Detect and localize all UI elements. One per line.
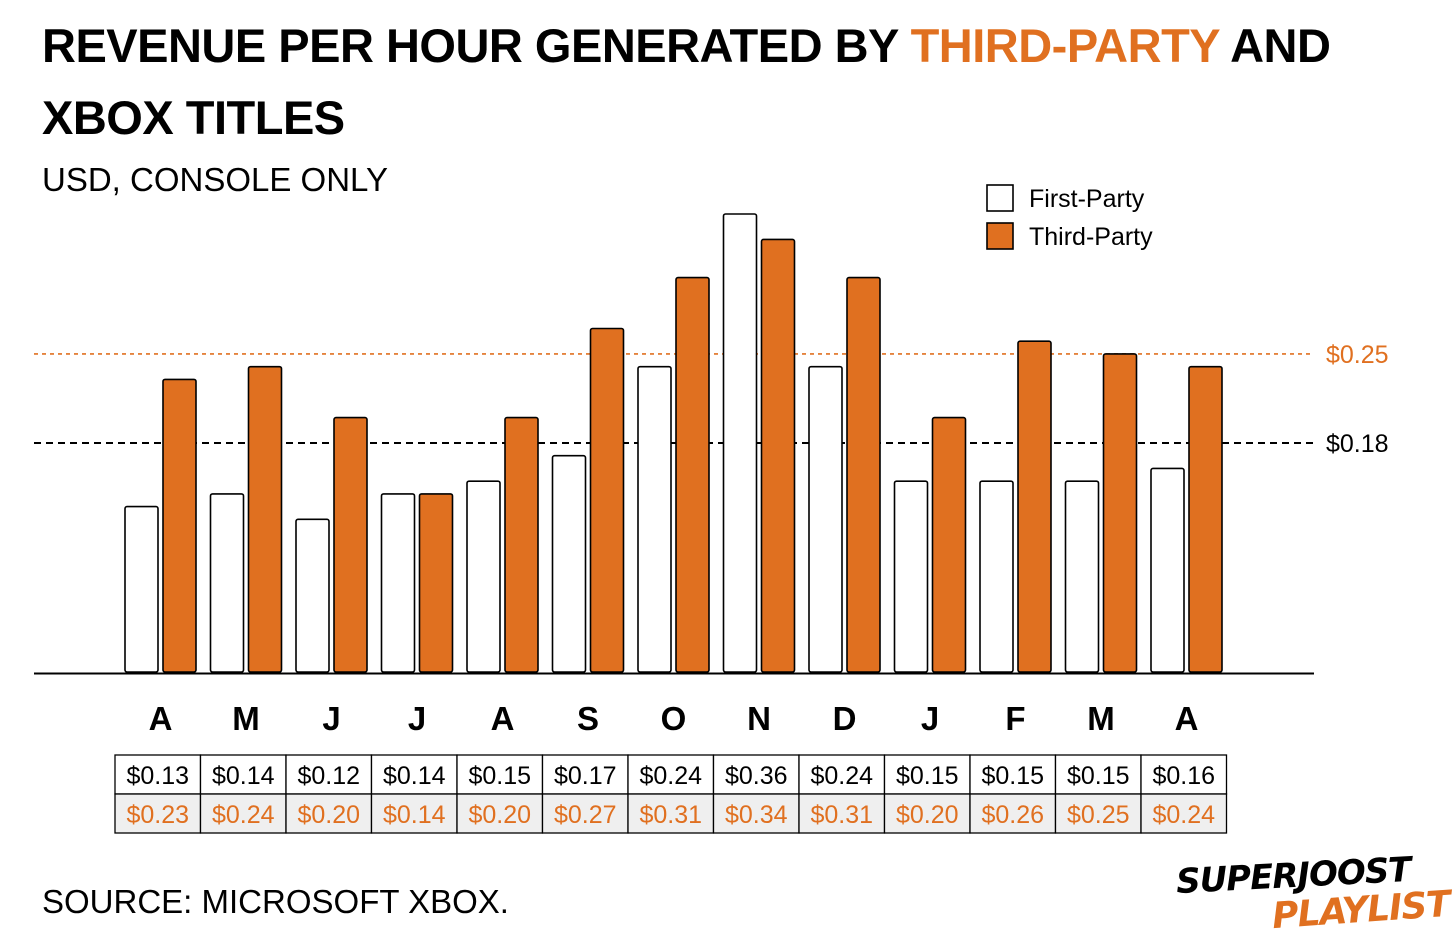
bar-first-party (295, 518, 330, 673)
bar-third-party (333, 416, 368, 673)
table-cell (370, 793, 458, 834)
table-cell (712, 793, 800, 834)
x-tick-label: O (661, 700, 687, 737)
x-tick-label: J (322, 700, 340, 737)
title-highlight: THIRD-PARTY (910, 19, 1220, 72)
table-cell (627, 754, 715, 795)
third-party-value-label: $0.31 (810, 801, 873, 829)
bar-third-party (931, 416, 967, 673)
bar-first-party (637, 365, 672, 673)
bar-first-party (722, 213, 758, 673)
table-cell (114, 754, 202, 795)
bar-third-party (1017, 340, 1052, 673)
bar-first-party (380, 493, 416, 673)
table-cell (285, 793, 373, 834)
table-cell (969, 754, 1057, 795)
table-cell (883, 793, 971, 834)
third-party-value-label: $0.26 (981, 801, 1044, 829)
x-tick-label: N (747, 700, 771, 737)
legend-label: First-Party (1029, 185, 1145, 213)
bar-first-party (1064, 480, 1100, 673)
x-tick-label: D (833, 700, 857, 737)
bar-first-party (551, 454, 587, 673)
third-party-value-label: $0.20 (468, 801, 531, 829)
first-party-value-label: $0.17 (554, 762, 617, 790)
source-note: SOURCE: MICROSOFT XBOX. (42, 883, 509, 920)
third-party-value-label: $0.24 (1152, 801, 1215, 829)
bar-first-party (466, 480, 501, 673)
bar-first-party (893, 480, 929, 673)
bar-third-party (247, 365, 283, 673)
table-cell (712, 754, 800, 795)
first-party-value-label: $0.15 (1067, 762, 1130, 790)
x-tick-label: S (577, 700, 599, 737)
bar-first-party (209, 493, 245, 673)
bar-first-party (1150, 467, 1185, 673)
bar-third-party (589, 327, 625, 673)
third-party-value-label: $0.23 (126, 801, 189, 829)
table-cell (1140, 754, 1228, 795)
first-party-value-label: $0.24 (810, 762, 873, 790)
title-part-2: AND XBOX TITLES (42, 19, 1331, 144)
first-party-value-label: $0.14 (383, 762, 446, 790)
bar-third-party (675, 276, 710, 673)
legend-swatch (986, 222, 1014, 250)
first-party-value-label: $0.15 (468, 762, 531, 790)
x-tick-label: J (921, 700, 939, 737)
table-cell (199, 793, 287, 834)
first-party-value-label: $0.24 (639, 762, 702, 790)
legend-label: Third-Party (1029, 223, 1153, 251)
third-party-value-label: $0.34 (725, 801, 788, 829)
legend-swatch (986, 184, 1014, 212)
superjoost-playlist-logo: SUPERJOOST PLAYLIST (1175, 850, 1451, 942)
table-cell (285, 754, 373, 795)
x-tick-label: A (1175, 700, 1199, 737)
bar-first-party (979, 480, 1014, 673)
third-party-value-label: $0.20 (896, 801, 959, 829)
third-party-value-label: $0.20 (297, 801, 360, 829)
bar-third-party (504, 416, 539, 673)
title-part-1: REVENUE PER HOUR GENERATED BY (42, 19, 911, 72)
x-tick-label: M (1087, 700, 1115, 737)
chart-title: REVENUE PER HOUR GENERATED BY THIRD-PART… (42, 10, 1442, 154)
first-party-value-label: $0.12 (297, 762, 360, 790)
first-party-value-label: $0.36 (725, 762, 788, 790)
table-cell (1140, 793, 1228, 834)
table-cell (541, 754, 629, 795)
bar-third-party (760, 238, 796, 673)
first-party-value-label: $0.15 (981, 762, 1044, 790)
bar-third-party (1188, 365, 1223, 673)
third-party-value-label: $0.25 (1067, 801, 1130, 829)
first-party-value-label: $0.13 (126, 762, 189, 790)
third-party-value-label: $0.27 (554, 801, 617, 829)
reference-line-label: $0.18 (1326, 430, 1389, 458)
bar-third-party (846, 276, 881, 673)
x-tick-label: A (149, 700, 173, 737)
x-tick-label: M (232, 700, 260, 737)
bar-third-party (1102, 353, 1138, 673)
third-party-value-label: $0.14 (383, 801, 446, 829)
first-party-value-label: $0.15 (896, 762, 959, 790)
first-party-value-label: $0.16 (1152, 762, 1215, 790)
reference-line-label: $0.25 (1326, 341, 1389, 369)
bar-third-party (418, 493, 454, 673)
table-cell (541, 793, 629, 834)
table-cell (969, 793, 1057, 834)
bar-third-party (162, 378, 197, 673)
x-tick-label: A (491, 700, 515, 737)
table-cell (798, 754, 886, 795)
third-party-value-label: $0.31 (639, 801, 702, 829)
table-cell (798, 793, 886, 834)
x-tick-label: F (1005, 700, 1025, 737)
bar-first-party (124, 505, 159, 673)
table-cell (456, 793, 544, 834)
table-cell (1054, 793, 1142, 834)
first-party-value-label: $0.14 (212, 762, 275, 790)
chart-subtitle: USD, CONSOLE ONLY (42, 161, 388, 198)
bar-first-party (808, 365, 843, 673)
third-party-value-label: $0.24 (212, 801, 275, 829)
x-tick-label: J (408, 700, 426, 737)
